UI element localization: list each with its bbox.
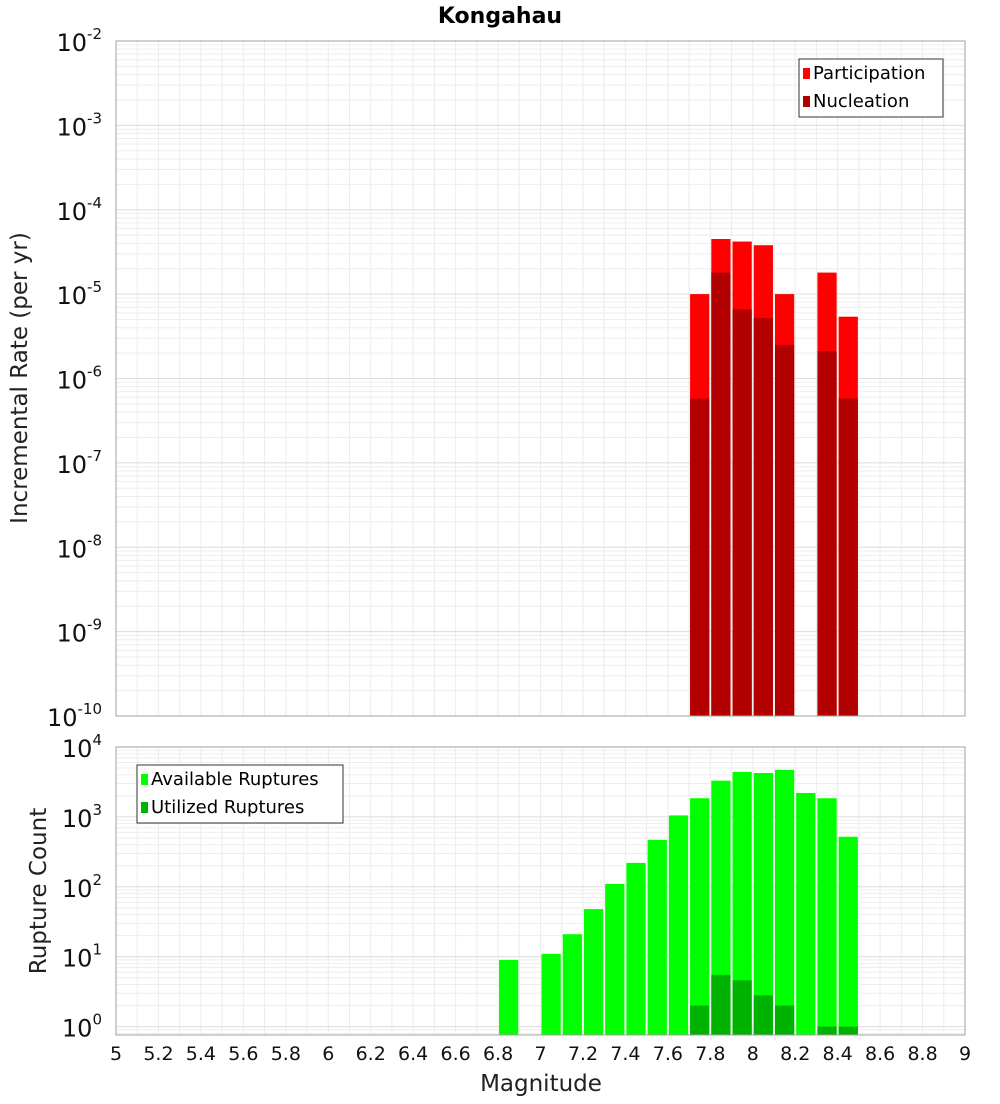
utilized-ruptures-bar — [838, 1026, 858, 1035]
nucleation-bar — [817, 351, 837, 716]
available-ruptures-bar — [796, 792, 816, 1035]
legend-label: Utilized Ruptures — [151, 797, 304, 818]
y-tick-label: 10-8 — [56, 531, 102, 563]
x-tick-label: 6.4 — [398, 1043, 428, 1065]
x-tick-label: 6.6 — [440, 1043, 470, 1065]
available-ruptures-bar — [817, 798, 837, 1035]
utilized-ruptures-bar — [711, 974, 731, 1035]
available-ruptures-bar — [668, 815, 689, 1035]
y-tick-label: 10-3 — [56, 109, 102, 141]
plot-border — [115, 746, 966, 1036]
available-ruptures-bar — [605, 883, 625, 1035]
utilized-ruptures-bar — [732, 980, 752, 1035]
available-ruptures-bar — [541, 953, 561, 1035]
y-tick-label: 10-6 — [56, 363, 102, 395]
available-ruptures-bar — [711, 780, 731, 1035]
nucleation-bar — [838, 398, 858, 716]
legend: Available Ruptures Utilized Ruptures — [136, 764, 344, 824]
available-ruptures-bar — [753, 772, 773, 1035]
legend-box — [798, 58, 944, 118]
y-tick-label: 10-10 — [47, 700, 102, 732]
utilized-ruptures-bar — [817, 1026, 837, 1035]
available-ruptures-bar — [626, 862, 646, 1035]
available-ruptures-bar — [838, 836, 858, 1035]
legend-label: Participation — [813, 63, 925, 84]
legend-swatch — [141, 802, 148, 813]
legend-box — [136, 764, 344, 824]
legend-swatch — [803, 68, 810, 79]
x-tick-label: 8.8 — [907, 1043, 937, 1065]
chart-title: Kongahau — [438, 4, 562, 29]
x-tick-label: 7 — [534, 1043, 546, 1065]
available-ruptures-bar — [499, 959, 519, 1035]
y-tick-label: 101 — [62, 941, 102, 973]
y-tick-label: 103 — [62, 801, 102, 833]
utilized-ruptures-bar — [753, 995, 773, 1035]
x-tick-label: 8 — [747, 1043, 759, 1065]
available-ruptures-bar — [732, 771, 752, 1035]
y-tick-label: 10-7 — [56, 447, 102, 479]
x-tick-label: 6 — [322, 1043, 334, 1065]
x-tick-label: 6.8 — [483, 1043, 513, 1065]
x-tick-label: 5.6 — [228, 1043, 258, 1065]
x-tick-label: 7.2 — [568, 1043, 598, 1065]
top-y-axis-label: Incremental Rate (per yr) — [7, 232, 33, 524]
x-tick-label: 7.6 — [653, 1043, 683, 1065]
y-tick-label: 10-5 — [56, 278, 102, 310]
nucleation-bar — [774, 344, 795, 716]
available-ruptures-bar — [647, 839, 667, 1035]
nucleation-bar — [753, 318, 773, 716]
x-tick-label: 5 — [110, 1043, 122, 1065]
y-tick-label: 10-9 — [56, 616, 102, 648]
available-ruptures-bar — [774, 769, 795, 1035]
rate-plot: 10-10 10-9 10-8 10-7 10-6 10-5 10-4 10-3 10-2 Par… — [47, 25, 966, 732]
x-tick-label: 9 — [959, 1043, 971, 1065]
legend-label: Available Ruptures — [151, 769, 319, 790]
y-tick-label: 104 — [62, 731, 102, 763]
x-tick-label: 6.2 — [356, 1043, 386, 1065]
utilized-ruptures-bar — [690, 1005, 710, 1035]
x-tick-label: 5.8 — [271, 1043, 301, 1065]
x-tick-label: 7.4 — [610, 1043, 640, 1065]
x-tick-label: 8.4 — [823, 1043, 853, 1065]
legend: Participation Nucleation — [798, 58, 944, 118]
x-tick-label: 5.2 — [143, 1043, 173, 1065]
legend-swatch — [803, 96, 810, 107]
nucleation-bar — [690, 398, 710, 716]
y-tick-label: 100 — [62, 1011, 102, 1043]
y-tick-label: 10-4 — [56, 194, 102, 226]
available-ruptures-bar — [583, 909, 604, 1035]
bottom-y-axis-label: Rupture Count — [26, 808, 52, 974]
y-tick-label: 102 — [62, 871, 102, 903]
plot-border — [115, 40, 966, 717]
nucleation-bar — [711, 272, 731, 716]
legend-label: Nucleation — [813, 91, 909, 112]
x-tick-label: 5.4 — [186, 1043, 216, 1065]
x-axis-label: Magnitude — [480, 1071, 602, 1097]
count-plot: 100 101 102 103 104 5 5.2 5.4 5.6 5.8 6 6.2 6.4 6.6 6.… — [62, 731, 971, 1065]
available-ruptures-bar — [562, 934, 582, 1035]
available-ruptures-bar — [690, 798, 710, 1035]
y-tick-label: 10-2 — [56, 25, 102, 57]
nucleation-bar — [732, 309, 752, 716]
x-tick-label: 8.6 — [865, 1043, 895, 1065]
legend-swatch — [141, 774, 148, 785]
x-tick-label: 8.2 — [780, 1043, 810, 1065]
utilized-ruptures-bar — [774, 1005, 795, 1035]
x-tick-label: 7.8 — [695, 1043, 725, 1065]
plots-layer: 10-10 10-9 10-8 10-7 10-6 10-5 10-4 10-3 10-2 Par… — [47, 25, 971, 1065]
